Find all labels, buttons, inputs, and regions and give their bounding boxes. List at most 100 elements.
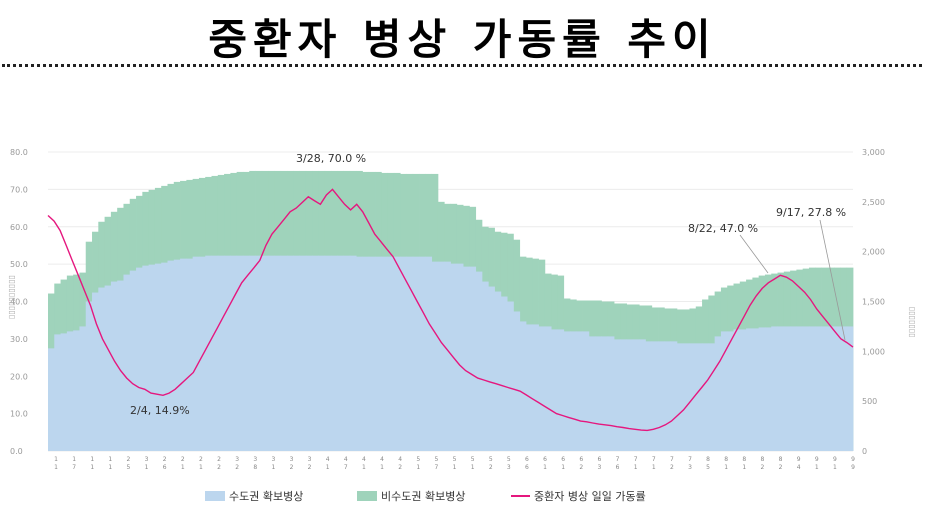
capital-bar: [463, 266, 470, 451]
capital-bar: [154, 263, 162, 451]
capital-bar: [607, 336, 615, 451]
capital-bar: [255, 255, 263, 451]
capital-bar: [66, 331, 74, 451]
capital-bar: [708, 343, 716, 451]
left-tick-label: 60.0: [10, 223, 28, 232]
capital-bar: [752, 328, 760, 451]
occupancy-line: [47, 188, 854, 432]
x-axis: 1 1 1 7 1 1 1 1 2 5 3 1 2 6 2 1 2 1 2 2 3 2 3 8 3 1 3 2 3 2 4 1 4 7 4 1 4 1 4 2…: [54, 456, 855, 471]
capital-bar: [419, 256, 426, 451]
capital-bar: [670, 341, 678, 451]
capital-bar: [582, 331, 590, 451]
annotation-label: 2/4, 14.9%: [130, 404, 190, 417]
capital-bar: [664, 341, 672, 451]
capital-bar: [532, 324, 539, 451]
annotation-label: 8/22, 47.0 %: [688, 222, 758, 235]
capital-bar: [375, 256, 382, 451]
capital-bar: [525, 324, 533, 451]
capital-bar: [268, 255, 275, 451]
capital-bar: [280, 255, 288, 451]
capital-bar: [469, 266, 477, 451]
capital-bar: [324, 255, 332, 451]
capital-bar: [230, 255, 238, 451]
capital-bar: [777, 326, 785, 451]
capital-bar: [54, 334, 61, 451]
capital-bar: [758, 327, 766, 451]
capital-bar: [356, 256, 363, 451]
capital-bar: [557, 329, 565, 451]
left-tick-label: 70.0: [10, 185, 28, 194]
capital-bar: [249, 255, 256, 451]
capital-bar: [60, 333, 68, 451]
capital-bar: [236, 255, 244, 451]
capital-bar: [167, 260, 175, 451]
capital-bar: [148, 264, 156, 451]
capital-bar: [563, 331, 571, 451]
legend-swatch-non-capital: [357, 491, 377, 501]
capital-bar: [261, 255, 269, 451]
annotation-leader: [739, 234, 769, 274]
capital-bar: [274, 255, 282, 451]
capital-bar: [412, 256, 420, 451]
capital-bar: [488, 286, 495, 451]
right-tick-label: 1,500: [862, 298, 885, 307]
occupancy-line-layer: [47, 188, 854, 432]
capital-bar: [764, 327, 772, 451]
left-tick-label: 80.0: [10, 148, 28, 157]
capital-bar: [714, 336, 722, 451]
capital-bar: [444, 261, 451, 451]
right-tick-label: 1,000: [862, 347, 885, 356]
annotation-leader: [819, 219, 846, 341]
capital-bar: [620, 339, 627, 451]
right-tick-label: 2,000: [862, 248, 885, 257]
capital-bar: [601, 336, 609, 451]
capital-bar: [771, 326, 778, 451]
capital-bar: [217, 255, 225, 451]
capital-bar: [331, 255, 338, 451]
capital-bar: [702, 343, 709, 451]
title-dotted-divider: [2, 64, 922, 67]
capital-bar: [846, 326, 854, 451]
left-tick-label: 30.0: [10, 335, 28, 344]
capital-bar: [173, 259, 181, 451]
capital-bar: [834, 326, 841, 451]
capital-bar: [186, 258, 194, 451]
capital-bar: [569, 331, 577, 451]
capital-bar: [507, 301, 514, 451]
capital-bar: [406, 256, 414, 451]
capital-bar: [129, 270, 137, 451]
capital-bar: [639, 339, 646, 451]
capital-bar: [720, 331, 728, 451]
capital-bar: [136, 267, 143, 451]
left-axis: 0.0 10.0 20.0 30.0 40.0 50.0 60.0 70.0 80.0 ▯▯▯▯▯…: [7, 148, 28, 456]
capital-bar: [494, 291, 502, 451]
capital-bar: [790, 326, 797, 451]
capital-bar: [393, 256, 401, 451]
capital-bar: [595, 336, 602, 451]
left-axis-label: ▯▯▯▯▯▯▯▯▯▯: [7, 275, 16, 319]
capital-bar: [658, 341, 665, 451]
capital-bar: [104, 285, 112, 451]
capital-bar: [538, 326, 546, 451]
